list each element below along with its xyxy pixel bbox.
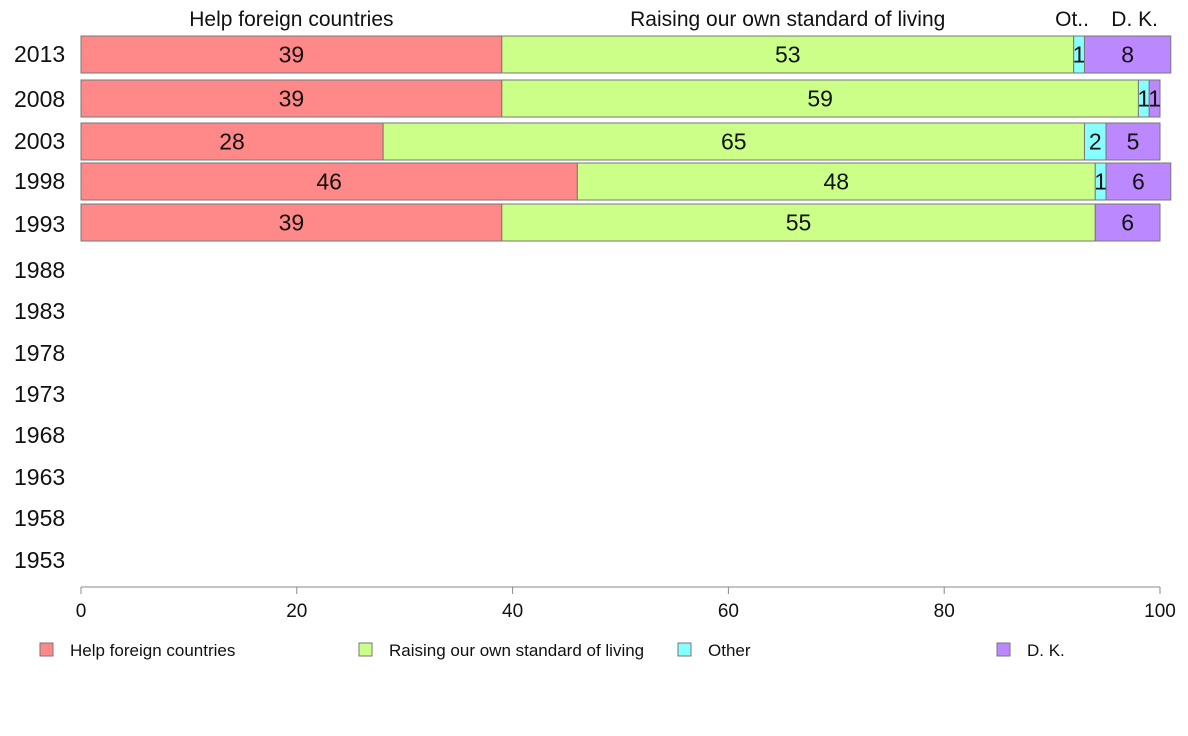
x-tick-label: 20: [286, 601, 307, 622]
y-axis-label: 1968: [14, 422, 65, 448]
y-axis-label: 1958: [14, 505, 65, 531]
data-label: 39: [279, 42, 305, 68]
x-tick-label: 100: [1144, 601, 1176, 622]
column-header: Help foreign countries: [189, 8, 393, 31]
y-axis-label: 1983: [14, 298, 65, 324]
column-header: D. K.: [1111, 8, 1158, 31]
data-label: 1: [1073, 42, 1086, 68]
y-axis-label: 2003: [14, 128, 65, 154]
bar-segment: [501, 79, 1139, 118]
legend-swatch: [39, 642, 54, 657]
data-label: 48: [824, 169, 850, 195]
y-axis-label: 1998: [14, 168, 65, 194]
x-tick-label: 40: [502, 601, 523, 622]
bar-segment: [80, 162, 578, 201]
data-label: 46: [316, 169, 342, 195]
y-axis-label: 2008: [14, 86, 65, 112]
bar-segment: [80, 122, 384, 161]
data-label: 6: [1132, 169, 1145, 195]
bar-segment: [576, 162, 1096, 201]
data-label: 1: [1137, 86, 1150, 112]
data-label: 39: [279, 210, 305, 236]
bar-segment: [1105, 122, 1161, 161]
legend-label: Other: [708, 641, 751, 660]
y-axis-label: 1953: [14, 547, 65, 573]
x-tick-label: 0: [76, 601, 87, 622]
bar-segment: [501, 203, 1096, 242]
data-label: 5: [1127, 129, 1140, 155]
column-header: Ot..: [1055, 8, 1089, 31]
legend-label: Help foreign countries: [70, 641, 235, 660]
legend-swatch: [677, 642, 692, 657]
x-tick-label: 60: [718, 601, 739, 622]
y-axis-label: 2013: [14, 41, 65, 67]
data-label: 1: [1094, 169, 1107, 195]
bar-segment: [1094, 203, 1161, 242]
y-axis-label: 1963: [14, 464, 65, 490]
data-label: 28: [219, 129, 245, 155]
y-axis-label: 1973: [14, 381, 65, 407]
bar-segment: [382, 122, 1085, 161]
data-label: 1: [1148, 86, 1161, 112]
data-label: 65: [721, 129, 747, 155]
y-axis-label: 1988: [14, 257, 65, 283]
bar-segment: [1105, 162, 1172, 201]
data-label: 59: [807, 86, 833, 112]
column-header: Raising our own standard of living: [630, 8, 945, 31]
bar-segment: [1148, 79, 1161, 118]
data-label: 39: [279, 86, 305, 112]
data-label: 53: [775, 42, 801, 68]
bar-segment: [80, 203, 503, 242]
y-axis-label: 1978: [14, 340, 65, 366]
bar-segment: [501, 35, 1075, 74]
data-label: 55: [786, 210, 812, 236]
legend-swatch: [996, 642, 1011, 657]
legend-label: D. K.: [1027, 641, 1065, 660]
bar-segment: [1083, 35, 1172, 74]
x-tick-label: 80: [934, 601, 955, 622]
data-label: 6: [1121, 210, 1134, 236]
legend-swatch: [358, 642, 373, 657]
bar-segment: [80, 35, 503, 74]
legend-label: Raising our own standard of living: [389, 641, 644, 660]
data-label: 8: [1121, 42, 1134, 68]
data-label: 2: [1089, 129, 1102, 155]
y-axis-label: 1993: [14, 211, 65, 237]
